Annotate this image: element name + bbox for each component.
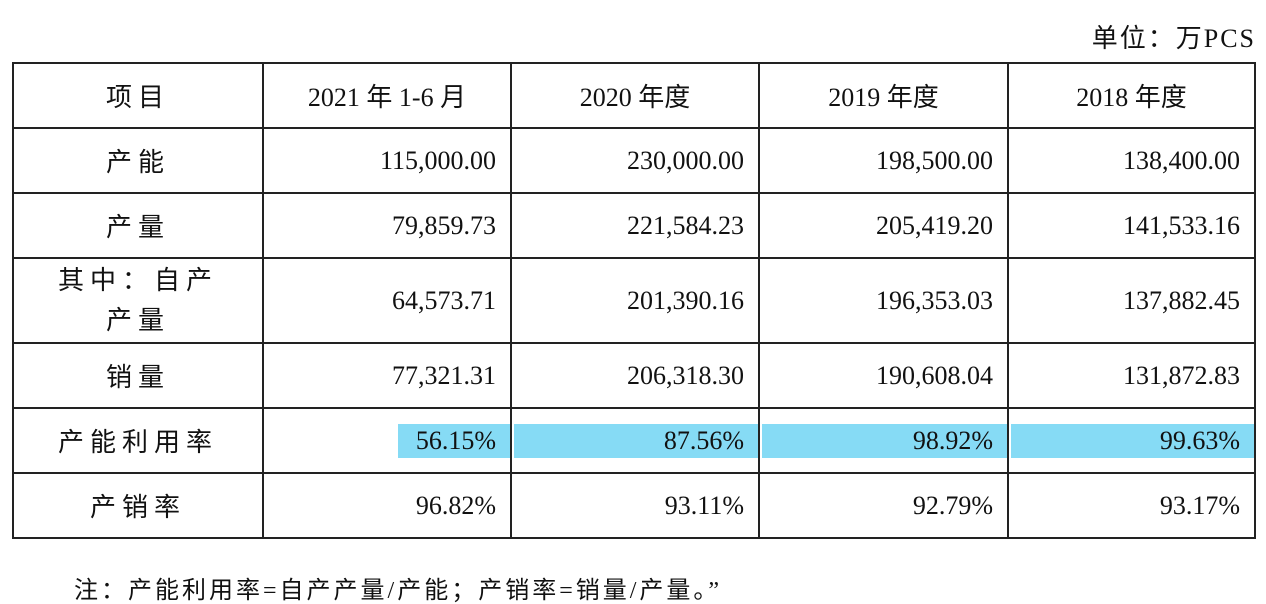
table-cell: 190,608.04: [758, 342, 1009, 409]
highlighted-value: 98.92%: [762, 423, 1007, 458]
table-row: 产销率 96.82% 93.11% 92.79% 93.17%: [12, 472, 1256, 539]
header-cell: 2018 年度: [1007, 62, 1256, 129]
table-cell: 138,400.00: [1007, 127, 1256, 194]
table-cell: 64,573.71: [262, 257, 512, 344]
table-cell: 56.15%: [262, 407, 512, 474]
table-row: 销量 77,321.31 206,318.30 190,608.04 131,872.8…: [12, 342, 1256, 409]
header-row: 项目 2021 年 1-6 月 2020 年度 2019 年度 2018 年度: [12, 62, 1256, 129]
table-cell: 196,353.03: [758, 257, 1009, 344]
table-cell: 205,419.20: [758, 192, 1009, 259]
table-cell: 99.63%: [1007, 407, 1256, 474]
table-cell: 96.82%: [262, 472, 512, 539]
table-row: 其中：自产产量 64,573.71 201,390.16 196,353.03 137,…: [12, 257, 1256, 344]
table-cell: 115,000.00: [262, 127, 512, 194]
table-cell: 198,500.00: [758, 127, 1009, 194]
row-label: 其中：自产产量: [12, 257, 264, 344]
row-label: 产销率: [12, 472, 264, 539]
highlighted-value: 99.63%: [1011, 423, 1254, 458]
unit-label: 单位：万PCS: [1091, 24, 1256, 53]
header-cell: 2019 年度: [758, 62, 1009, 129]
table-cell: 201,390.16: [510, 257, 760, 344]
footnote: 注：产能利用率=自产产量/产能；产销率=销量/产量。”: [74, 578, 723, 604]
highlighted-value: 56.15%: [398, 423, 510, 458]
table-cell: 77,321.31: [262, 342, 512, 409]
table-cell: 87.56%: [510, 407, 760, 474]
header-cell: 2020 年度: [510, 62, 760, 129]
table-cell: 131,872.83: [1007, 342, 1256, 409]
table-row: 产量 79,859.73 221,584.23 205,419.20 141,533.1…: [12, 192, 1256, 259]
table-row: 产能利用率 56.15% 87.56% 98.92% 99.63%: [12, 407, 1256, 474]
table-cell: 79,859.73: [262, 192, 512, 259]
data-table: 项目 2021 年 1-6 月 2020 年度 2019 年度 2018 年度 产能 115…: [12, 62, 1256, 539]
row-label: 产能: [12, 127, 264, 194]
highlighted-value: 87.56%: [514, 423, 758, 458]
header-cell: 项目: [12, 62, 264, 129]
table-row: 产能 115,000.00 230,000.00 198,500.00 138,400.…: [12, 127, 1256, 194]
row-label: 销量: [12, 342, 264, 409]
table-cell: 221,584.23: [510, 192, 760, 259]
table-cell: 98.92%: [758, 407, 1009, 474]
table-cell: 206,318.30: [510, 342, 760, 409]
table-cell: 92.79%: [758, 472, 1009, 539]
table-cell: 137,882.45: [1007, 257, 1256, 344]
table-cell: 141,533.16: [1007, 192, 1256, 259]
row-label: 产能利用率: [12, 407, 264, 474]
header-cell: 2021 年 1-6 月: [262, 62, 512, 129]
table-cell: 93.17%: [1007, 472, 1256, 539]
table-cell: 230,000.00: [510, 127, 760, 194]
row-label: 产量: [12, 192, 264, 259]
table-cell: 93.11%: [510, 472, 760, 539]
